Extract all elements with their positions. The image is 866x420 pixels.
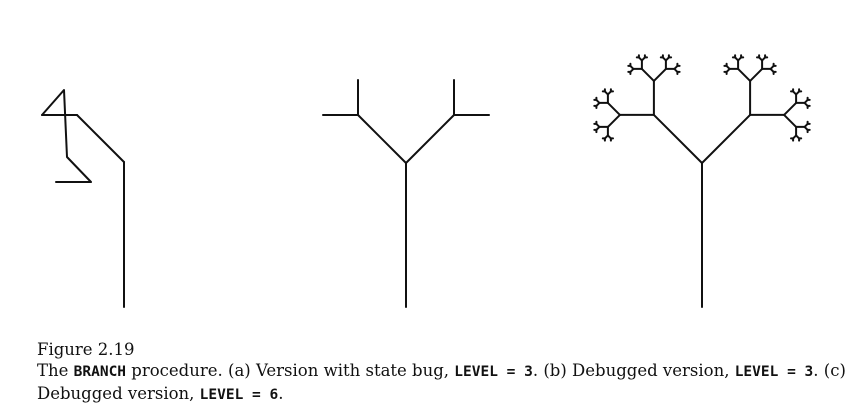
figure-illustrations <box>41 54 811 308</box>
figure-caption: Figure 2.19 The BRANCH procedure. (a) Ve… <box>37 339 857 406</box>
code-level-a: LEVEL = 3 <box>454 364 533 380</box>
code-level-c: LEVEL = 6 <box>199 387 279 403</box>
branch-c <box>737 67 752 82</box>
branch-c <box>652 67 667 82</box>
branch-b-left <box>357 114 407 164</box>
branch-drawings <box>41 54 811 308</box>
branch-c <box>783 101 798 116</box>
caption-text-3: . (b) Debugged version, <box>532 361 735 380</box>
branch-c <box>606 101 621 116</box>
caption-text: The BRANCH procedure. (a) Version with s… <box>37 360 857 406</box>
branch-c <box>652 113 703 164</box>
caption-text-4: . (c) Debugged version, <box>37 361 846 403</box>
caption-text-2: procedure. (a) Version with state bug, <box>126 361 455 380</box>
branch-c <box>749 67 764 82</box>
caption-text-1: The <box>37 361 74 380</box>
caption-text-5: . <box>278 384 284 403</box>
code-branch: BRANCH <box>73 364 127 380</box>
panel-c-recursive-tree <box>593 54 811 308</box>
branch-b-right <box>405 114 455 164</box>
panel-a-buggy-branch <box>41 89 125 308</box>
branch-c <box>783 113 798 128</box>
branch-c <box>606 113 621 128</box>
branch-a-diagonal <box>76 114 125 163</box>
code-level-b: LEVEL = 3 <box>734 364 814 380</box>
branch-c <box>640 67 655 82</box>
figure-label: Figure 2.19 <box>37 340 135 359</box>
branch-c <box>701 113 752 164</box>
panel-b-debugged-branch <box>322 79 490 308</box>
branch-a-loop <box>41 89 92 183</box>
